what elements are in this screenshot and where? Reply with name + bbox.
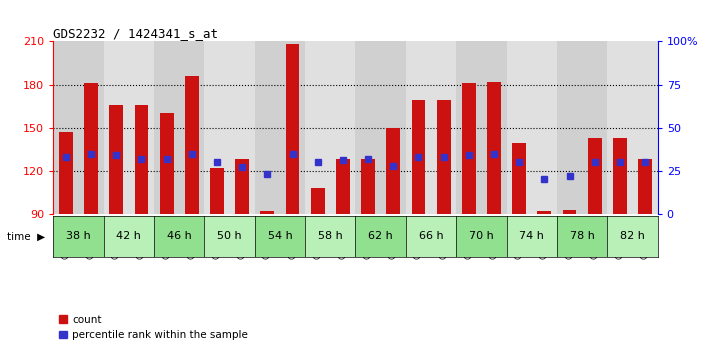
Bar bbox=[532, 41, 557, 214]
Bar bbox=[512, 144, 526, 214]
Text: 38 h: 38 h bbox=[66, 231, 91, 241]
Bar bbox=[588, 138, 602, 214]
Bar bbox=[462, 83, 476, 214]
Text: 54 h: 54 h bbox=[267, 231, 292, 241]
Bar bbox=[78, 41, 104, 214]
Bar bbox=[356, 41, 380, 214]
Bar bbox=[104, 41, 129, 214]
Bar bbox=[104, 216, 154, 257]
Bar bbox=[607, 41, 633, 214]
Text: 70 h: 70 h bbox=[469, 231, 493, 241]
Bar bbox=[160, 113, 173, 214]
Bar bbox=[487, 82, 501, 214]
Bar bbox=[255, 41, 280, 214]
Bar bbox=[205, 41, 230, 214]
Bar bbox=[633, 41, 658, 214]
Bar bbox=[129, 41, 154, 214]
Bar bbox=[380, 41, 406, 214]
Bar bbox=[437, 100, 451, 214]
Text: 82 h: 82 h bbox=[620, 231, 645, 241]
Bar bbox=[456, 216, 506, 257]
Text: GDS2232 / 1424341_s_at: GDS2232 / 1424341_s_at bbox=[53, 27, 218, 40]
Bar bbox=[53, 216, 104, 257]
Bar bbox=[538, 211, 551, 214]
Bar bbox=[356, 216, 406, 257]
Bar bbox=[185, 76, 199, 214]
Legend: count, percentile rank within the sample: count, percentile rank within the sample bbox=[58, 315, 248, 340]
Bar bbox=[406, 41, 431, 214]
Bar bbox=[154, 41, 179, 214]
Text: 66 h: 66 h bbox=[419, 231, 444, 241]
Bar bbox=[336, 159, 350, 214]
Bar bbox=[506, 41, 532, 214]
Bar bbox=[59, 132, 73, 214]
Bar bbox=[53, 41, 78, 214]
Text: 74 h: 74 h bbox=[519, 231, 544, 241]
Bar bbox=[154, 216, 205, 257]
Bar bbox=[557, 216, 607, 257]
Bar bbox=[412, 100, 425, 214]
Bar bbox=[331, 41, 356, 214]
Bar bbox=[84, 83, 98, 214]
Bar bbox=[305, 216, 356, 257]
Bar bbox=[386, 128, 400, 214]
Text: time  ▶: time ▶ bbox=[7, 231, 46, 241]
Text: 78 h: 78 h bbox=[570, 231, 594, 241]
Text: 50 h: 50 h bbox=[218, 231, 242, 241]
Bar bbox=[305, 41, 331, 214]
Bar bbox=[205, 216, 255, 257]
Bar bbox=[109, 105, 123, 214]
Bar bbox=[582, 41, 607, 214]
Bar bbox=[562, 209, 577, 214]
Bar bbox=[255, 216, 305, 257]
Bar bbox=[311, 188, 325, 214]
Bar bbox=[557, 41, 582, 214]
Text: 42 h: 42 h bbox=[117, 231, 141, 241]
Bar bbox=[361, 159, 375, 214]
Bar bbox=[179, 41, 205, 214]
Text: 46 h: 46 h bbox=[167, 231, 191, 241]
Bar bbox=[613, 138, 627, 214]
Bar bbox=[506, 216, 557, 257]
Bar bbox=[406, 216, 456, 257]
Bar bbox=[607, 216, 658, 257]
Bar bbox=[230, 41, 255, 214]
Bar bbox=[280, 41, 305, 214]
Bar bbox=[210, 168, 224, 214]
Bar bbox=[235, 159, 249, 214]
Bar bbox=[260, 211, 274, 214]
Text: 58 h: 58 h bbox=[318, 231, 343, 241]
Bar bbox=[638, 159, 652, 214]
Bar bbox=[481, 41, 506, 214]
Bar bbox=[134, 105, 149, 214]
Bar bbox=[456, 41, 481, 214]
Bar bbox=[431, 41, 456, 214]
Text: 62 h: 62 h bbox=[368, 231, 393, 241]
Bar bbox=[286, 44, 299, 214]
